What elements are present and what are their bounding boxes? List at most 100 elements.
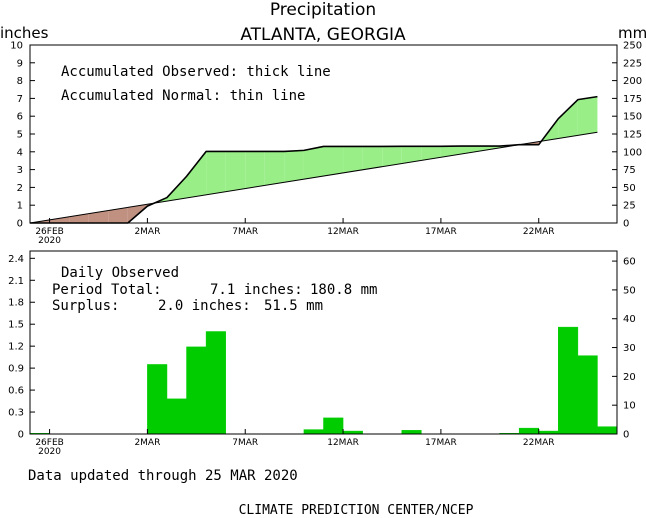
daily-bars (29, 326, 618, 435)
accumulated-panel: 0123456789100255075100125150175200225250… (10, 41, 642, 247)
surplus-fill (245, 151, 265, 189)
y-tick-label-right: 200 (623, 76, 642, 87)
accumulated-fills (30, 96, 598, 223)
x-tick-label: 12MAR (327, 438, 359, 448)
y-tick-label-left: 7 (17, 94, 23, 105)
surplus-fill (303, 146, 324, 180)
daily-bar (166, 398, 187, 435)
accumulated-normal-line (29, 131, 598, 224)
y-tick-label-right: 25 (623, 201, 636, 212)
period-total-label: Period Total: (52, 282, 162, 298)
y-tick-label-right: 20 (623, 372, 636, 383)
surplus-fill (284, 150, 304, 183)
surplus-fill (401, 146, 422, 164)
note-daily-observed: Daily Observed (61, 265, 179, 281)
note-accumulated-normal: Accumulated Normal: thin line (61, 88, 305, 104)
y-tick-label-left: 0.9 (8, 364, 24, 375)
accumulated-axes: 0123456789100255075100125150175200225250… (10, 41, 642, 247)
x-tick-sublabel: 2020 (38, 236, 61, 246)
daily-bar (558, 326, 579, 435)
surplus-mm: 51.5 mm (264, 298, 323, 314)
y-tick-label-right: 0 (623, 430, 629, 441)
y-tick-label-left: 0.6 (8, 386, 24, 397)
y-tick-label-left: 0.3 (8, 408, 24, 419)
surplus-fill (225, 151, 246, 192)
x-tick-label: 12MAR (327, 227, 359, 237)
y-tick-label-left: 1 (17, 201, 23, 212)
x-tick-label: 22MAR (523, 438, 555, 448)
x-tick-label: 17MAR (425, 227, 457, 237)
y-tick-label-left: 10 (10, 41, 23, 52)
y-tick-label-right: 50 (623, 285, 636, 296)
deficit-fill (49, 216, 70, 223)
daily-bar (147, 364, 168, 435)
deficit-fill (88, 210, 109, 223)
y-tick-label-right: 225 (623, 58, 642, 69)
y-tick-label-right: 60 (623, 257, 636, 268)
y-tick-label-left: 0 (17, 219, 23, 230)
surplus-fill (186, 151, 207, 198)
surplus-fill (577, 96, 598, 136)
x-tick-label: 26FEB (35, 438, 64, 448)
y-tick-label-right: 125 (623, 130, 642, 141)
period-total-inches: 7.1 inches: (210, 282, 303, 298)
x-tick-label: 26FEB (35, 227, 64, 237)
credit-text: CLIMATE PREDICTION CENTER/NCEP (239, 503, 474, 518)
daily-bar (323, 417, 344, 435)
surplus-fill (460, 146, 481, 155)
y-tick-label-left: 1.2 (8, 342, 24, 353)
y-tick-label-left: 1.5 (8, 320, 24, 331)
y-tick-label-left: 5 (17, 130, 23, 141)
surplus-fill (206, 151, 226, 195)
daily-plot-frame (29, 250, 618, 435)
y-tick-label-left: 3 (17, 165, 23, 176)
y-tick-label-left: 8 (17, 76, 23, 87)
daily-panel: 0 0.3 0.6 0.9 1.2 1.5 1.8 2.1 2.4 0 10 20 30 40 50 60 26… (8, 250, 636, 457)
daily-bar (205, 331, 226, 435)
surplus-fill (382, 146, 402, 167)
y-tick-label-left: 9 (17, 58, 23, 69)
y-tick-label-left: 2.1 (8, 276, 24, 287)
deficit-fill (108, 207, 128, 223)
surplus-fill (323, 146, 344, 177)
chart-title: Precipitation (270, 0, 376, 20)
x-tick-label: 17MAR (425, 438, 457, 448)
y-tick-label-right: 0 (623, 219, 629, 230)
y-tick-label-left: 2 (17, 183, 23, 194)
y-tick-label-right: 250 (623, 41, 642, 52)
period-total-mm: 180.8 mm (310, 282, 377, 298)
surplus-fill (264, 151, 285, 186)
surplus-fill (558, 99, 578, 139)
y-tick-label-right: 100 (623, 147, 642, 158)
daily-bar (303, 429, 324, 435)
y-tick-label-right: 150 (623, 112, 642, 123)
daily-bar (597, 426, 618, 435)
data-updated-text: Data updated through 25 MAR 2020 (28, 468, 298, 484)
y-tick-label-left: 2.4 (8, 254, 24, 265)
surplus-fill (362, 146, 383, 170)
y-tick-label-right: 40 (623, 314, 636, 325)
daily-axes: 0 0.3 0.6 0.9 1.2 1.5 1.8 2.1 2.4 0 10 20 30 40 50 60 26… (8, 254, 636, 457)
surplus-fill (343, 146, 363, 173)
daily-bar (577, 355, 598, 435)
surplus-inches: 2.0 inches: (158, 298, 251, 314)
y-tick-label-left: 1.8 (8, 298, 24, 309)
y-tick-label-left: 4 (17, 147, 23, 158)
surplus-label: Surplus: (52, 298, 119, 314)
daily-bar (401, 430, 422, 435)
y-tick-label-right: 10 (623, 401, 636, 412)
unit-label-left: inches (0, 24, 49, 42)
y-tick-label-right: 50 (623, 183, 636, 194)
x-tick-label: 2MAR (134, 227, 160, 237)
y-tick-label-left: 0 (18, 430, 24, 441)
y-tick-label-right: 175 (623, 94, 642, 105)
chart-subtitle: ATLANTA, GEORGIA (240, 25, 406, 45)
y-tick-label-right: 30 (623, 343, 636, 354)
x-tick-sublabel: 2020 (38, 447, 61, 457)
x-tick-label: 7MAR (232, 227, 258, 237)
unit-label-right: mm (618, 24, 646, 42)
note-accumulated-observed: Accumulated Observed: thick line (61, 64, 331, 80)
y-tick-label-left: 6 (17, 112, 23, 123)
surplus-fill (421, 146, 441, 161)
daily-bar (186, 346, 207, 435)
